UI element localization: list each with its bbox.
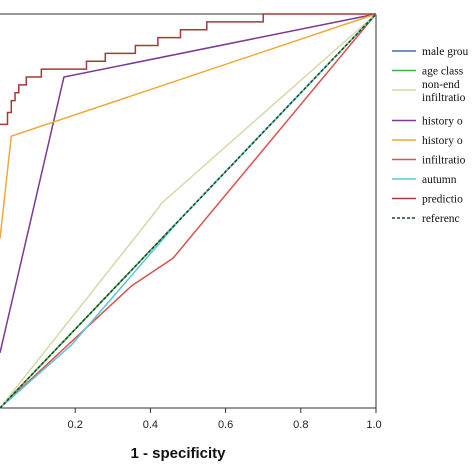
x-tick-label: 0.8 — [293, 419, 308, 431]
legend-label-6: autumn — [422, 174, 457, 186]
legend-label-4: history o — [422, 135, 463, 147]
series-line-4 — [0, 13, 377, 239]
plot-area: 0.2 0.4 0.6 0.8 1.0 — [0, 13, 382, 431]
series-line-6 — [0, 13, 377, 409]
legend-label-7: predictio — [422, 194, 463, 206]
series-line-3 — [0, 13, 377, 354]
x-ticks: 0.2 0.4 0.6 0.8 1.0 — [68, 408, 382, 431]
series-line-7 — [0, 13, 376, 126]
x-tick-label: 0.2 — [68, 419, 83, 431]
legend-label-8: referenc — [422, 213, 460, 225]
legend-label-1: age class — [422, 66, 464, 78]
x-tick-label: 0.4 — [143, 419, 158, 431]
series-line-2 — [0, 13, 377, 409]
series-layer — [0, 13, 377, 409]
legend-label-0: male grou — [422, 46, 469, 58]
legend-label-3: history o — [422, 116, 463, 128]
x-tick-label: 1.0 — [366, 419, 381, 431]
x-tick-label: 0.6 — [218, 419, 233, 431]
series-line-8 — [0, 13, 377, 409]
legend-label-5: infiltratio — [422, 155, 466, 167]
x-axis-title: 1 - specificity — [130, 445, 226, 462]
series-line-5 — [0, 13, 377, 409]
legend-label-2: non-end infiltratio — [422, 79, 466, 104]
